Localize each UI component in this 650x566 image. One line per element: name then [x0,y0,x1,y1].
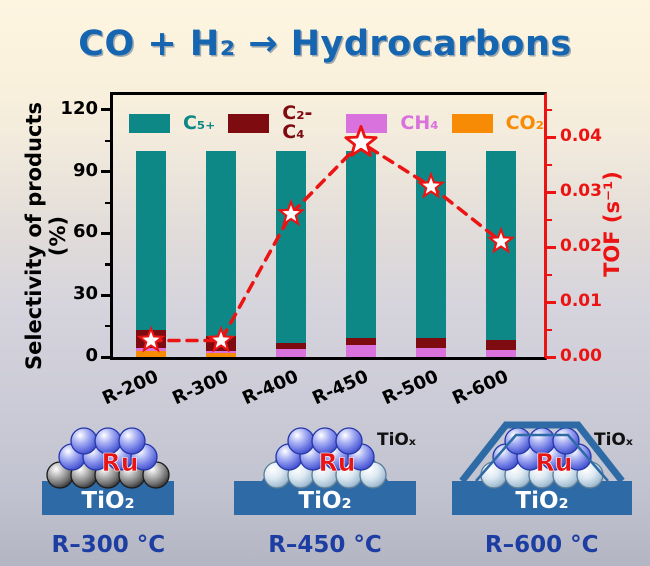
legend-label: C₂-C₄ [282,102,313,143]
right-axis-tick-label: 0.02 [560,236,602,256]
tio2-label: TiO₂ [298,488,351,514]
schematic-caption: R–450 °C [268,532,382,558]
schematic-caption: R–600 °C [484,532,599,558]
right-axis-tick-label: 0.03 [560,181,602,201]
metal-atom-sphere [335,427,363,455]
title-band: CO + H₂ → Hydrocarbons [0,0,650,88]
schematic-R–600°C: Ru TiO₂ TiOₓ R–600 °C [433,419,650,558]
right-axis-minor-tick [547,163,552,166]
legend-swatch-C₂-C₄ [228,113,270,133]
bar-R-500-C₅₊ [416,151,446,339]
right-axis-minor-tick [547,273,552,276]
bar-R-200-C₅₊ [136,151,166,331]
metal-atom-sphere [504,427,532,455]
stacked-bars [113,95,544,357]
bar-R-600-C₅₊ [486,151,516,340]
left-axis-tick [101,293,110,297]
ru-label: Ru [102,448,139,477]
x-axis-label-R-500: R-500 [379,366,442,410]
schematic-caption: R–300 °C [51,532,166,558]
right-axis-tick [547,190,556,194]
plot-area: C₅₊ C₂-C₄ CH₄ CO₂ [110,92,547,360]
left-axis-tick [101,170,110,174]
legend-swatch-C₅₊ [129,113,170,133]
metal-atom-sphere [70,427,98,455]
right-axis-tick-label: 0.00 [560,346,602,366]
left-axis-minor-tick [105,139,110,143]
bar-R-600-CH₄ [486,349,516,357]
left-axis-tick-label: 90 [72,159,98,181]
bar-R-300-C₅₊ [206,151,236,337]
schematic-drawing: Ru TiO₂ TiOₓ [234,427,416,515]
right-axis-minor-tick [547,328,552,331]
legend-label: CO₂ [505,111,544,134]
catalyst-schematics: Ru TiO₂ R–300 °C Ru TiO₂ TiOₓ R–450 °C Ru TiO₂ Ti… [0,419,650,558]
bar-R-200-CO₂ [136,350,166,357]
bar-R-500-CH₄ [416,347,446,357]
tiox-shell-inner [474,433,609,482]
right-axis-tick [547,245,556,249]
right-axis-tick [547,135,556,139]
right-axis-minor-tick [547,108,552,111]
bar-R-400-CH₄ [276,348,306,357]
left-axis-tick-label: 60 [72,221,98,243]
schematic-R–300°C: Ru TiO₂ R–300 °C [0,419,217,558]
metal-atom-sphere [287,427,315,455]
right-axis-title: TOF (s⁻¹) [600,171,624,277]
page-title: CO + H₂ → Hydrocarbons [78,24,572,64]
ru-label: Ru [535,448,572,477]
bar-R-300-C₂-C₄ [206,336,236,351]
left-axis-tick [101,231,110,235]
metal-atom-sphere [118,427,146,455]
right-axis-tick-label: 0.04 [560,126,602,146]
bar-R-300-CH₄ [206,350,236,353]
left-axis-minor-tick [105,201,110,204]
tiox-label: TiOₓ [377,430,416,450]
left-axis-tick-label: 120 [60,97,98,119]
right-axis-tick-label: 0.01 [560,291,602,311]
tiox-shell-outer [458,421,625,484]
bar-R-300-CO₂ [206,352,236,357]
left-axis-tick-label: 30 [72,283,98,305]
bar-R-450-C₅₊ [346,151,376,339]
x-axis-label-R-300: R-300 [169,366,232,410]
x-axis-label-R-450: R-450 [309,366,372,410]
tio2-label: TiO₂ [515,488,568,514]
left-axis-minor-tick [105,325,110,328]
right-axis-tick [547,300,556,304]
x-axis-label-R-200: R-200 [99,366,162,410]
legend-label: C₅₊ [182,111,216,134]
x-axis-label-R-600: R-600 [449,366,512,410]
left-axis-tick [101,108,110,112]
bar-R-200-CH₄ [136,347,166,351]
left-axis-minor-tick [105,263,110,266]
bar-R-450-C₂-C₄ [346,338,376,345]
schematic-drawing: Ru TiO₂ TiOₓ [451,421,633,515]
schematic-R–450°C: Ru TiO₂ TiOₓ R–450 °C [217,419,434,558]
bar-R-600-C₂-C₄ [486,339,516,350]
right-axis-minor-tick [547,218,552,221]
x-axis-label-R-400: R-400 [239,366,302,410]
bar-R-400-C₂-C₄ [276,342,306,349]
left-axis-tick-label: 0 [85,345,98,366]
legend-swatch-CO₂ [451,113,493,133]
right-axis-tick [547,355,556,359]
bar-R-500-C₂-C₄ [416,338,446,348]
ru-label: Ru [318,448,355,477]
bar-R-450-CH₄ [346,344,376,357]
schematic-drawing: Ru TiO₂ [42,427,175,515]
bar-R-200-C₂-C₄ [136,330,166,348]
legend-label: CH₄ [400,111,439,134]
tiox-label: TiOₓ [594,430,633,450]
tio2-label: TiO₂ [82,488,135,514]
bar-R-400-C₅₊ [276,151,306,343]
left-axis-tick [101,355,110,359]
